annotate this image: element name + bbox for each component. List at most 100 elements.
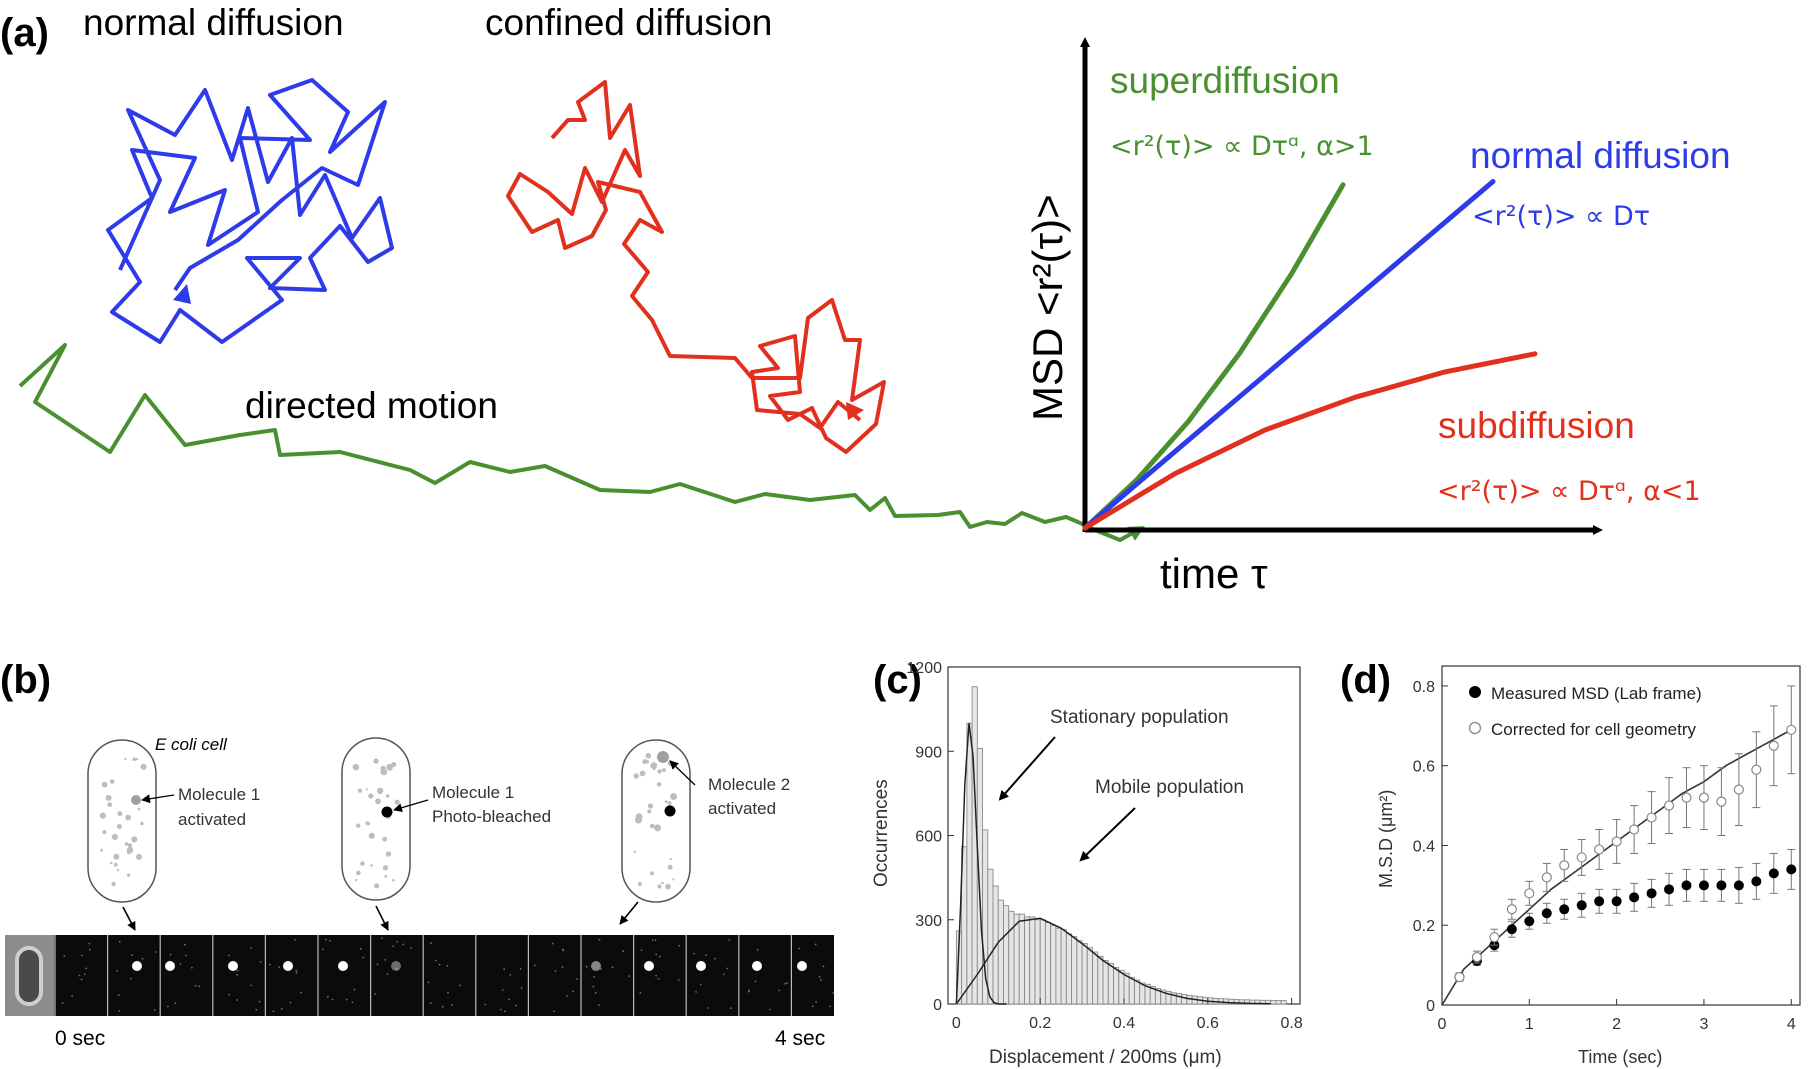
background-molecule (384, 874, 388, 878)
msd-schematic: MSD <r²(τ)> time τ superdiffusion <r²(τ)… (1024, 37, 1731, 597)
background-molecule (645, 752, 652, 759)
background-molecule (102, 830, 107, 835)
noise-pixel (141, 957, 144, 960)
noise-pixel (295, 969, 298, 972)
noise-pixel (258, 1000, 261, 1003)
cell-1-annotation-line1: Molecule 1 (178, 785, 260, 804)
x-tick-label: 0.4 (1113, 1015, 1135, 1032)
normal-diffusion-trajectory (106, 78, 394, 344)
noise-pixel (657, 978, 660, 980)
noise-pixel (551, 942, 554, 945)
background-molecule (124, 757, 127, 761)
noise-pixel (459, 984, 462, 987)
fluorescent-spot (283, 961, 293, 971)
fluorescent-spot (752, 961, 762, 971)
corrected-point (1733, 784, 1744, 795)
background-molecule (394, 799, 400, 805)
y-tick-label: 900 (915, 744, 942, 761)
noise-pixel (784, 982, 786, 985)
brightfield-cell (15, 946, 43, 1006)
y-tick-label: 600 (915, 829, 942, 846)
noise-pixel (778, 989, 780, 992)
background-molecule (637, 882, 642, 887)
background-molecule (382, 865, 389, 871)
measured-point (1541, 908, 1552, 919)
corrected-point (1541, 872, 1552, 883)
panel-d-label: (d) (1340, 658, 1391, 702)
background-molecule (132, 837, 136, 840)
noise-pixel (678, 944, 680, 947)
cell-2: Molecule 1 Photo-bleached (341, 737, 551, 931)
noise-pixel (300, 991, 302, 994)
background-molecule (652, 768, 656, 771)
corrected-point (1489, 932, 1500, 943)
background-molecule (667, 864, 673, 870)
noise-pixel (322, 948, 324, 951)
superdiffusion-curve (1082, 182, 1346, 531)
background-molecule (672, 878, 675, 881)
annotation-arrow (393, 799, 429, 813)
background-molecule (99, 812, 106, 819)
noise-pixel (820, 979, 822, 981)
measured-point (1611, 896, 1622, 907)
histogram-bar (1008, 910, 1015, 1005)
histogram-bar (966, 722, 973, 1005)
noise-pixel (381, 937, 384, 939)
noise-pixel (386, 973, 389, 975)
noise-pixel (622, 950, 625, 953)
panel-c-label: (c) (873, 658, 922, 702)
x-tick-label: 2 (1612, 1016, 1621, 1033)
histogram-bar (1280, 1000, 1287, 1005)
histogram-bar (1270, 1000, 1277, 1005)
superdiffusion-formula: <r²(τ)> ∝ Dτᵅ, α>1 (1110, 131, 1374, 162)
noise-pixel (655, 974, 657, 977)
noise-pixel (714, 957, 716, 960)
background-molecule (140, 763, 147, 770)
mobile-annotation: Mobile population (1095, 777, 1244, 798)
noise-pixel (353, 988, 356, 991)
noise-pixel (255, 1008, 258, 1011)
histogram-bar (1050, 924, 1057, 1005)
noise-pixel (295, 971, 298, 974)
msd-time-plot: 0 1 2 3 4 0 0.2 0.4 0.6 0.8 Measured MSD (Lab fra… (1376, 665, 1801, 1067)
histogram-bar (1039, 919, 1046, 1005)
background-molecule (109, 779, 115, 784)
background-molecule (374, 883, 380, 889)
noise-pixel (83, 973, 86, 975)
cell-3-annotation-line2: activated (708, 799, 776, 818)
y-tick-label: 0.4 (1413, 838, 1435, 855)
fluorescent-spot (228, 961, 238, 971)
noise-pixel (326, 995, 329, 998)
image-sequence-filmstrip (5, 935, 835, 1016)
noise-pixel (659, 955, 661, 958)
background-molecule (375, 798, 381, 805)
y-tick-label: 0 (1426, 998, 1435, 1015)
cell-1-annotation-line2: activated (178, 810, 246, 829)
background-molecule (368, 832, 375, 839)
panel-a-label: (a) (0, 11, 49, 55)
noise-pixel (427, 981, 430, 984)
background-molecule (633, 773, 639, 779)
noise-pixel (447, 991, 449, 994)
background-molecule (105, 794, 112, 801)
histogram-bar (1071, 936, 1078, 1005)
background-molecule (355, 878, 358, 882)
noise-pixel (533, 964, 536, 967)
background-molecule (382, 836, 388, 842)
histogram-bar (1123, 972, 1130, 1005)
background-molecule (110, 861, 113, 865)
background-molecule (647, 809, 652, 814)
noise-pixel (509, 974, 512, 976)
chart-c-x-label: Displacement / 200ms (μm) (989, 1047, 1222, 1068)
directed-walk-label: directed motion (245, 385, 498, 426)
stationary-fit-curve (955, 723, 1007, 1005)
background-molecule (667, 801, 672, 805)
corrected-point (1751, 764, 1762, 775)
fluorescent-spot (591, 961, 601, 971)
background-molecule (650, 871, 654, 876)
histogram-bar (997, 899, 1004, 1005)
background-molecule (662, 768, 666, 773)
noise-pixel (278, 966, 281, 968)
background-molecule (107, 802, 112, 807)
background-molecule (124, 842, 129, 846)
